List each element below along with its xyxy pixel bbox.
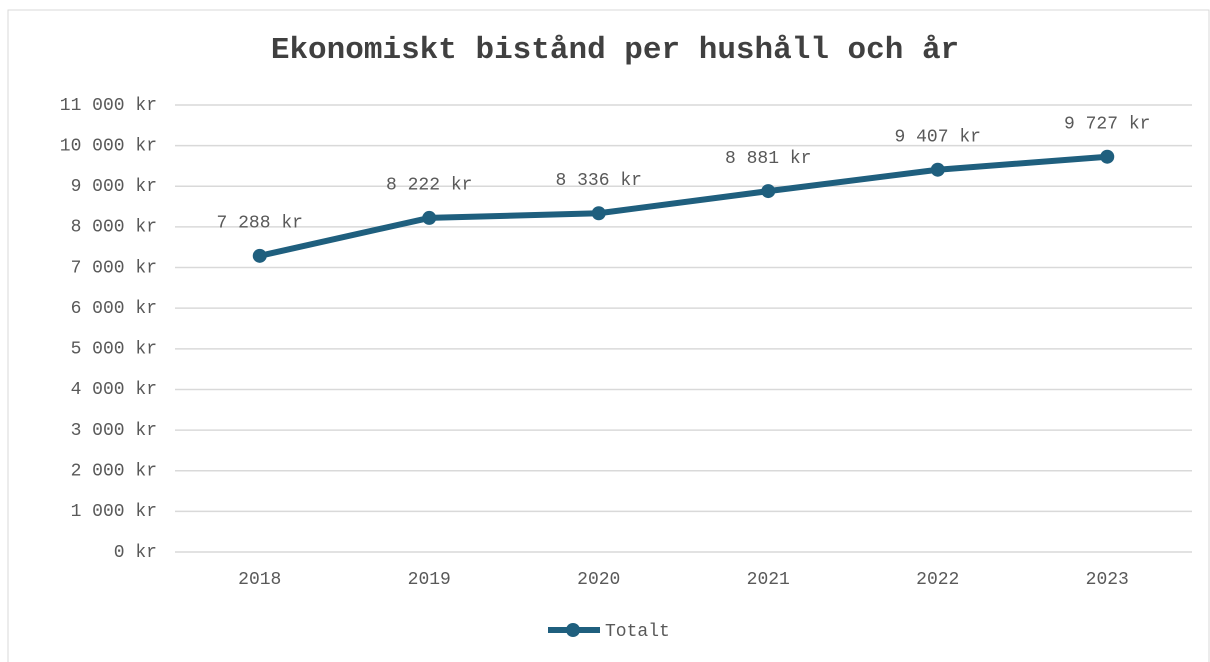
y-tick-label: 7 000 kr <box>71 258 157 278</box>
y-tick-label: 9 000 kr <box>71 177 157 197</box>
y-tick-label: 8 000 kr <box>71 218 157 238</box>
y-tick-label: 4 000 kr <box>71 380 157 400</box>
data-label: 8 881 kr <box>725 149 811 169</box>
y-tick-label: 11 000 kr <box>60 96 157 116</box>
data-point <box>591 206 606 221</box>
data-label: 8 336 kr <box>556 171 642 191</box>
y-tick-label: 2 000 kr <box>71 461 157 481</box>
x-tick-label: 2018 <box>238 570 281 590</box>
legend-marker <box>566 623 580 637</box>
x-tick-label: 2020 <box>577 570 620 590</box>
y-tick-label: 5 000 kr <box>71 340 157 360</box>
data-point <box>930 162 945 177</box>
data-label: 9 727 kr <box>1064 114 1150 134</box>
y-tick-label: 3 000 kr <box>71 421 157 441</box>
series-line <box>259 153 1108 259</box>
x-tick-label: 2021 <box>747 570 790 590</box>
x-tick-label: 2023 <box>1086 570 1129 590</box>
data-point <box>761 184 776 199</box>
x-tick-label: 2022 <box>916 570 959 590</box>
y-tick-label: 1 000 kr <box>71 502 157 522</box>
data-point <box>252 248 267 263</box>
y-tick-label: 6 000 kr <box>71 299 157 319</box>
data-label: 9 407 kr <box>895 127 981 147</box>
chart-title: Ekonomiskt bistånd per hushåll och år <box>271 33 959 68</box>
data-point <box>1100 149 1115 164</box>
data-label: 7 288 kr <box>217 214 303 234</box>
y-tick-label: 10 000 kr <box>60 136 157 156</box>
y-tick-label: 0 kr <box>114 543 157 563</box>
x-tick-label: 2019 <box>408 570 451 590</box>
data-point <box>422 210 437 225</box>
chart-border <box>7 9 1210 662</box>
data-label: 8 222 kr <box>386 176 472 196</box>
legend-label: Totalt <box>605 622 670 642</box>
